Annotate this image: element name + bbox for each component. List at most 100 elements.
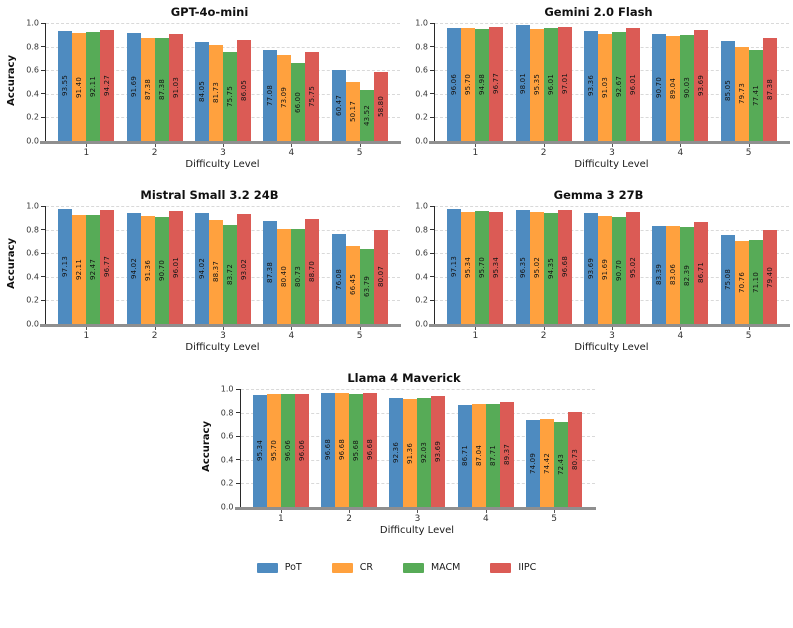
bar-group-level-4: 86.71 87.04 87.71 89.37 4 [457, 389, 514, 524]
bar-value-label: 80.40 [280, 266, 289, 288]
x-tick-mark [291, 327, 293, 330]
bar-group-level-1: 96.06 95.70 94.98 96.77 1 [447, 23, 504, 158]
bar-cr-level-5: 70.76 [734, 240, 749, 324]
bar-value-label: 96.68 [324, 439, 333, 461]
bar-value-label: 95.68 [352, 440, 361, 462]
bar-groups: 95.34 95.70 96.06 96.06 1 96.68 96.68 95.68 96.6… [241, 389, 595, 524]
bar-cr-level-3: 91.69 [597, 215, 612, 324]
bar-value-label: 96.06 [283, 439, 292, 461]
bar-value-label: 96.01 [628, 73, 637, 95]
bar-value-label: 66.45 [348, 274, 357, 296]
y-tick-label: 0.2 [415, 295, 428, 305]
bar-group-level-2: 94.02 91.36 90.70 96.01 2 [126, 206, 183, 341]
bar-value-label: 91.03 [171, 76, 180, 98]
bar-value-label: 80.73 [294, 265, 303, 287]
gridline [46, 23, 400, 24]
bar-iipc-level-4: 88.70 [305, 219, 320, 324]
y-tick-label: 0.6 [26, 248, 39, 258]
bar-value-label: 73.09 [280, 87, 289, 109]
x-tick-mark [748, 144, 750, 147]
bar-macm-level-1: 92.11 [86, 32, 101, 141]
x-tick-label: 1 [83, 148, 90, 158]
x-tick-mark [680, 144, 682, 147]
x-axis-label: Difficulty Level [185, 159, 260, 170]
y-axis-label: Accuracy [200, 421, 212, 472]
x-tick-label: 5 [745, 331, 752, 341]
y-tick-label: 0.0 [26, 136, 39, 146]
x-tick-mark [543, 327, 545, 330]
y-tick-label: 1.0 [415, 18, 428, 28]
bar-value-label: 92.67 [614, 75, 623, 97]
bar-group-level-4: 90.70 89.04 90.03 93.69 4 [652, 23, 709, 158]
bar-value-label: 93.02 [239, 258, 248, 280]
bar-value-label: 92.47 [89, 258, 98, 280]
bar-pot-level-1: 97.13 [58, 209, 73, 324]
bar-iipc-level-5: 87.38 [762, 37, 777, 141]
bar-pot-level-2: 94.02 [126, 213, 141, 324]
x-axis-label: Difficulty Level [574, 159, 649, 170]
bar-value-label: 77.08 [266, 84, 275, 107]
bar-cr-level-4: 80.40 [277, 229, 292, 324]
bar-value-label: 76.08 [334, 268, 343, 290]
bar-value-label: 95.34 [492, 257, 501, 279]
bar-cr-level-3: 91.36 [403, 399, 418, 507]
chart-title: Gemini 2.0 Flash [544, 5, 653, 19]
x-tick-mark [680, 327, 682, 330]
bar-cr-level-1: 95.70 [266, 394, 281, 507]
bar-value-label: 87.04 [474, 445, 483, 467]
x-tick-mark [554, 510, 556, 513]
legend-swatch-iipc [490, 562, 512, 573]
x-axis-spine [429, 324, 790, 327]
x-tick-label: 3 [414, 514, 421, 524]
bar-pot-level-3: 84.05 [194, 41, 209, 141]
gridline [435, 23, 789, 24]
bar-group-level-3: 93.36 91.03 92.67 96.01 3 [583, 23, 640, 158]
chart-plot-area-wrap: 0.0 0.2 0.4 0.6 0.8 1.0 96.06 95.70 94.98 96.77 1 9… [408, 19, 790, 158]
bar-macm-level-5: 72.43 [554, 421, 569, 507]
bar-value-label: 92.03 [420, 442, 429, 464]
y-tick-mark [430, 205, 434, 207]
x-tick-mark [475, 327, 477, 330]
y-tick-label: 0.4 [415, 272, 428, 282]
chart-gemini-2-0-flash: Gemini 2.0 Flash 0.0 0.2 0.4 0.6 0.8 1.0 96.06 9… [408, 3, 790, 170]
bar-value-label: 93.69 [697, 75, 706, 97]
bar-value-label: 74.09 [529, 452, 538, 474]
bar-value-label: 92.11 [89, 76, 98, 98]
y-tick-mark [430, 22, 434, 24]
bar-value-label: 97.01 [560, 73, 569, 95]
y-tick-label: 0.4 [26, 89, 39, 99]
legend-swatch-pot [256, 562, 278, 573]
bar-value-label: 80.73 [571, 448, 580, 470]
bar-group-level-1: 95.34 95.70 96.06 96.06 1 [252, 389, 309, 524]
bar-group-level-4: 77.08 73.09 66.00 75.75 4 [263, 23, 320, 158]
y-tick-mark [41, 22, 45, 24]
bar-groups: 97.13 95.34 95.70 95.34 1 96.35 95.02 94.35 96.6… [435, 206, 789, 341]
bar-groups: 93.55 91.40 92.11 94.27 1 91.69 87.38 87.38 91.0… [46, 23, 400, 158]
x-tick-label: 5 [356, 148, 363, 158]
legend-swatch-macm [402, 562, 424, 573]
bar-value-label: 93.55 [61, 75, 70, 97]
legend-label: MACM [430, 562, 461, 573]
bar-value-label: 96.01 [546, 73, 555, 95]
legend-label: IIPC [518, 562, 537, 573]
bar-iipc-level-1: 96.77 [489, 26, 504, 141]
bar-value-label: 63.79 [362, 275, 371, 297]
y-tick-mark [41, 252, 45, 254]
bar-value-label: 81.73 [211, 82, 220, 104]
bar-value-label: 96.68 [560, 256, 569, 278]
x-tick-label: 2 [540, 148, 547, 158]
bar-group-level-4: 83.39 83.06 82.39 86.71 4 [652, 206, 709, 341]
bar-group-level-1: 97.13 92.11 92.47 96.77 1 [58, 206, 115, 341]
plot-area: 97.13 95.34 95.70 95.34 1 96.35 95.02 94.35 96.6… [429, 206, 790, 341]
bar-macm-level-5: 43.52 [359, 89, 374, 141]
bar-cr-level-3: 88.37 [208, 219, 223, 324]
y-tick-label: 0.2 [26, 112, 39, 122]
chart-body: Llama 4 Maverick 0.0 0.2 0.4 0.6 0.8 1.0 95.34 9… [214, 369, 596, 536]
bar-macm-level-3: 92.67 [611, 31, 626, 141]
bar-group-level-5: 76.08 66.45 63.79 80.07 5 [331, 206, 388, 341]
bar-pot-level-3: 92.36 [389, 398, 404, 507]
bar-value-label: 97.13 [450, 256, 459, 278]
x-axis-spine [429, 141, 790, 144]
bar-value-label: 95.70 [464, 74, 473, 96]
bar-pot-level-3: 94.02 [194, 213, 209, 324]
